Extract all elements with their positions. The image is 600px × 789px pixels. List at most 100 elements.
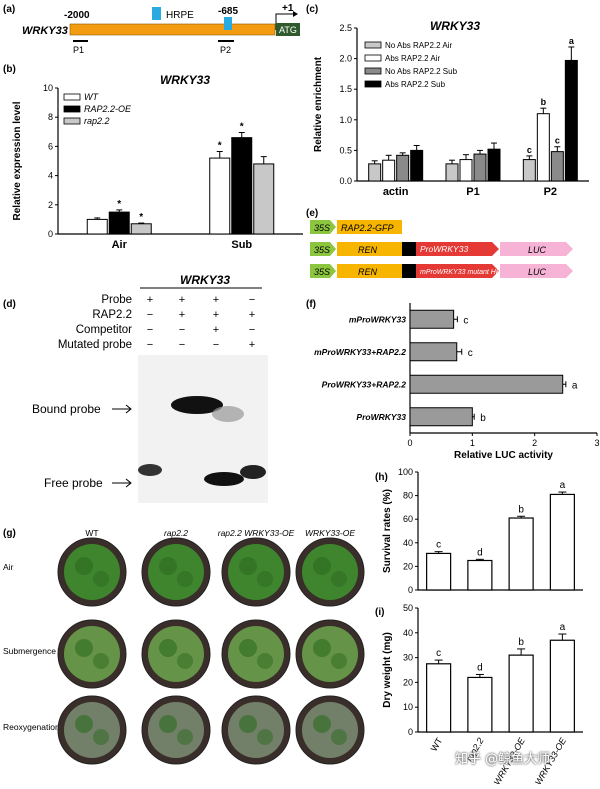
y-tick-label: 0.5	[339, 145, 352, 155]
row-label: Reoxygenation	[3, 722, 60, 732]
emsa-rows: Probe + + + − RAP2.2 − + + + Competitor − − + − Mutated…	[58, 294, 255, 351]
x-tick-label: 1	[470, 438, 475, 448]
y-tick-label: 20	[403, 677, 413, 687]
significance-letter: a	[560, 480, 566, 491]
bar	[522, 159, 536, 182]
emsa-sign: +	[179, 309, 185, 321]
plant-leaf-cluster	[257, 571, 273, 587]
emsa-sign: −	[147, 339, 153, 351]
y-tick-label: 50	[403, 603, 413, 613]
bar	[253, 163, 275, 235]
x-tick-label: 0	[407, 438, 412, 448]
emsa-row-label: RAP2.2	[92, 309, 132, 321]
spacer-box	[402, 242, 416, 256]
significance-mark: *	[139, 212, 143, 223]
free-band-3	[204, 472, 244, 486]
promoter-label: 35S	[314, 267, 330, 277]
bar	[426, 552, 452, 591]
y-tick-label: 0.0	[339, 176, 352, 186]
emsa-title: WRKY33	[180, 273, 230, 287]
row-label: Submergence	[3, 646, 56, 656]
luc-box	[500, 242, 573, 256]
bar	[426, 663, 452, 733]
p2-label: P2	[220, 45, 231, 55]
legend-swatch	[63, 105, 81, 113]
legend-swatch	[364, 41, 382, 49]
column-label: WT	[85, 528, 98, 538]
plant-rosette	[228, 544, 284, 600]
emsa-sign: −	[147, 309, 153, 321]
significance-letter: b	[480, 413, 486, 424]
significance-letter: b	[518, 637, 524, 648]
plant-leaf-cluster	[177, 571, 193, 587]
panel-e: (e) 35S RAP2.2-GFP 35S REN ProWRKY33 LUC 35S RE…	[306, 208, 573, 278]
chart-h: 0 20 40 60 80 100 Survival rates (%) c d b a	[382, 467, 583, 595]
significance-letter: b	[518, 504, 524, 515]
bar	[487, 148, 501, 182]
column-label: WRKY33-OE	[305, 528, 355, 538]
promoter-35s	[310, 264, 336, 278]
legend-label: rap2.2	[84, 116, 110, 126]
free-arrow	[112, 478, 132, 488]
gene-name-a: WRKY33	[22, 25, 68, 37]
panel-label-d: (d)	[3, 299, 16, 310]
y-tick-label: 30	[403, 653, 413, 663]
y-tick-label: 6	[48, 141, 53, 151]
promoter-bar	[69, 23, 276, 36]
significance-mark: b	[541, 97, 547, 107]
y-tick-label: 0	[408, 585, 413, 595]
bar	[549, 639, 575, 733]
plant-rosette	[302, 626, 358, 682]
plant-leaf-cluster	[257, 729, 273, 745]
x-tick-label: P1	[466, 186, 479, 198]
promoter-label: 35S	[314, 223, 330, 233]
legend-label: WT	[84, 92, 99, 102]
emsa-sign: −	[249, 294, 255, 306]
promoter-wrky33-label: ProWRKY33	[420, 244, 468, 254]
panel-label-b: (b)	[3, 64, 16, 75]
bound-band-faint	[212, 406, 244, 422]
emsa-sign: +	[213, 324, 219, 336]
y-tick-label: 10	[403, 702, 413, 712]
plant-rosette	[64, 626, 120, 682]
plant-leaf-cluster	[313, 557, 331, 575]
significance-letter: c	[436, 540, 441, 551]
plant-leaf-cluster	[93, 571, 109, 587]
p1-label: P1	[73, 45, 84, 55]
y-axis-label: Survival rates (%)	[382, 489, 393, 573]
y-tick-label: 2	[48, 200, 53, 210]
luc-box	[500, 264, 573, 278]
bar	[382, 159, 396, 182]
y-axis-label: Dry weight (mg)	[382, 632, 393, 708]
y-tick-label: 2.5	[339, 23, 352, 33]
y-axis-label: Relative expression level	[12, 101, 23, 220]
plant-rosette	[64, 544, 120, 600]
promoter-wrky33-label: mProWRKY33 mutant HRPE	[420, 269, 511, 276]
x-tick-label: Sub	[231, 239, 252, 251]
watermark: 知乎 @鲸鱼大师	[455, 752, 551, 767]
plant-leaf-cluster	[239, 557, 257, 575]
panel-label-i: (i)	[375, 607, 384, 618]
plant-rosette	[148, 544, 204, 600]
bar	[409, 342, 458, 362]
x-tick-label: P2	[544, 186, 557, 198]
category-label: ProWRKY33	[356, 412, 406, 422]
free-band-1	[138, 464, 162, 476]
promoter-wrky33-box	[416, 242, 499, 256]
plant-leaf-cluster	[313, 639, 331, 657]
bar	[564, 59, 578, 182]
panel-d: (d) WRKY33 Probe + + + − RAP2.2 − + + + Competitor…	[3, 273, 268, 503]
plant-rosette	[148, 702, 204, 758]
pos-2000: -2000	[64, 10, 90, 21]
emsa-sign: +	[249, 309, 255, 321]
significance-letter: a	[572, 380, 578, 391]
plant-leaf-cluster	[159, 557, 177, 575]
y-tick-label: 100	[398, 467, 413, 477]
x-tick-label: actin	[383, 186, 409, 198]
plant-leaf-cluster	[177, 729, 193, 745]
bound-probe-label: Bound probe	[32, 402, 101, 416]
bar	[467, 559, 493, 591]
hrpe-label: HRPE	[166, 10, 194, 21]
plant-leaf-cluster	[75, 639, 93, 657]
